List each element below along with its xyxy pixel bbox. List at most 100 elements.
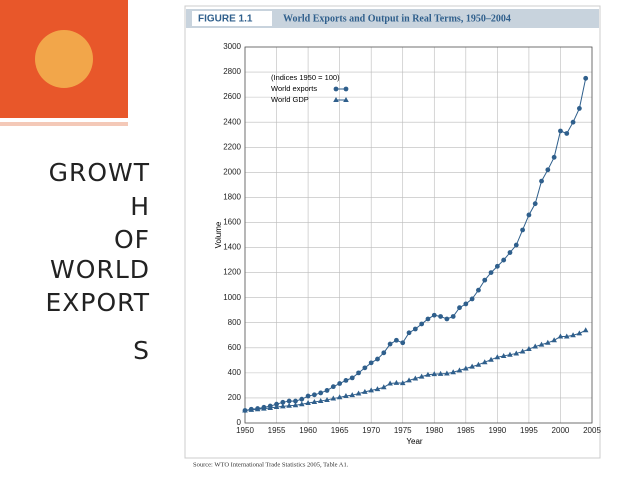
data-point <box>469 363 475 369</box>
data-point <box>317 397 324 403</box>
y-tick-label: 1200 <box>223 268 241 277</box>
data-point <box>570 332 576 338</box>
data-point <box>456 367 463 373</box>
data-point <box>418 373 425 379</box>
data-point <box>330 395 337 401</box>
x-tick-label: 2000 <box>552 426 570 435</box>
data-point <box>526 212 532 218</box>
data-point <box>381 350 387 356</box>
legend-label: World GDP <box>271 95 309 104</box>
data-point <box>513 242 519 248</box>
x-tick-label: 1960 <box>299 426 317 435</box>
data-point <box>444 316 450 322</box>
data-point <box>336 394 343 400</box>
data-point <box>507 351 513 357</box>
data-point <box>576 330 583 336</box>
y-tick-label: 1800 <box>223 193 241 202</box>
data-point <box>450 369 456 375</box>
y-tick-label: 1600 <box>223 218 241 227</box>
data-point <box>280 403 286 409</box>
data-point <box>374 386 381 392</box>
data-point <box>400 340 406 346</box>
x-tick-label: 1995 <box>520 426 538 435</box>
data-point <box>481 359 488 365</box>
y-tick-label: 1400 <box>223 243 241 252</box>
data-point <box>425 316 431 322</box>
data-point <box>305 399 311 405</box>
x-tick-label: 1955 <box>268 426 286 435</box>
data-point <box>551 154 557 160</box>
data-point <box>324 388 330 393</box>
data-point <box>261 405 267 411</box>
data-point <box>267 404 274 410</box>
slide-title-line: EXPORT <box>46 288 151 317</box>
data-point <box>343 393 349 399</box>
data-point <box>248 406 255 412</box>
legend-label: World exports <box>271 84 317 93</box>
figure-label: FIGURE 1.1 <box>198 14 253 25</box>
data-point <box>311 398 318 404</box>
data-point <box>570 119 576 125</box>
data-point <box>330 384 336 390</box>
data-point <box>563 333 570 339</box>
data-point <box>532 343 539 349</box>
y-tick-label: 400 <box>228 368 242 377</box>
legend-marker <box>343 86 349 92</box>
data-point <box>356 370 361 376</box>
legend-marker <box>333 86 339 92</box>
data-point <box>406 377 412 383</box>
data-point <box>273 403 280 409</box>
data-point <box>343 377 349 383</box>
data-point <box>582 327 589 333</box>
data-point <box>520 227 525 233</box>
accent-circle <box>35 30 93 88</box>
data-point <box>475 361 482 367</box>
data-point <box>298 401 305 407</box>
x-tick-label: 1985 <box>457 426 475 435</box>
data-point <box>394 337 399 343</box>
data-point <box>362 388 368 394</box>
data-point <box>457 305 462 311</box>
data-point <box>438 314 443 319</box>
data-point <box>538 341 545 347</box>
data-point <box>412 375 419 381</box>
data-point <box>312 392 317 398</box>
legend-title: (Indices 1950 = 100) <box>271 73 340 82</box>
data-point <box>526 346 532 352</box>
data-point <box>488 356 494 362</box>
figure-frame <box>184 5 601 459</box>
data-point <box>393 379 400 385</box>
data-point <box>482 277 488 283</box>
y-tick-label: 2800 <box>223 67 241 76</box>
data-point <box>387 380 393 386</box>
figure-label-box <box>192 11 272 26</box>
data-point <box>337 381 343 386</box>
data-point <box>399 380 406 386</box>
data-point <box>583 75 589 81</box>
data-point <box>299 396 305 402</box>
y-tick-label: 2000 <box>223 167 241 176</box>
data-point <box>507 250 513 255</box>
data-point <box>437 370 444 376</box>
data-point <box>519 348 526 354</box>
slide-title-line: OF <box>114 225 150 254</box>
data-point <box>557 333 564 339</box>
data-point <box>494 263 500 269</box>
data-point <box>419 321 425 327</box>
data-point <box>293 398 298 404</box>
data-point <box>494 354 501 360</box>
x-tick-label: 1980 <box>425 426 443 435</box>
data-point <box>500 352 507 358</box>
y-tick-label: 200 <box>228 393 242 402</box>
y-tick-label: 3000 <box>223 42 241 51</box>
data-point <box>513 350 520 356</box>
data-point <box>431 371 438 377</box>
data-point <box>558 128 563 134</box>
data-point <box>292 402 299 408</box>
data-point <box>488 270 494 275</box>
data-point <box>286 402 292 408</box>
data-point <box>469 296 475 302</box>
y-tick-label: 2200 <box>223 142 241 151</box>
